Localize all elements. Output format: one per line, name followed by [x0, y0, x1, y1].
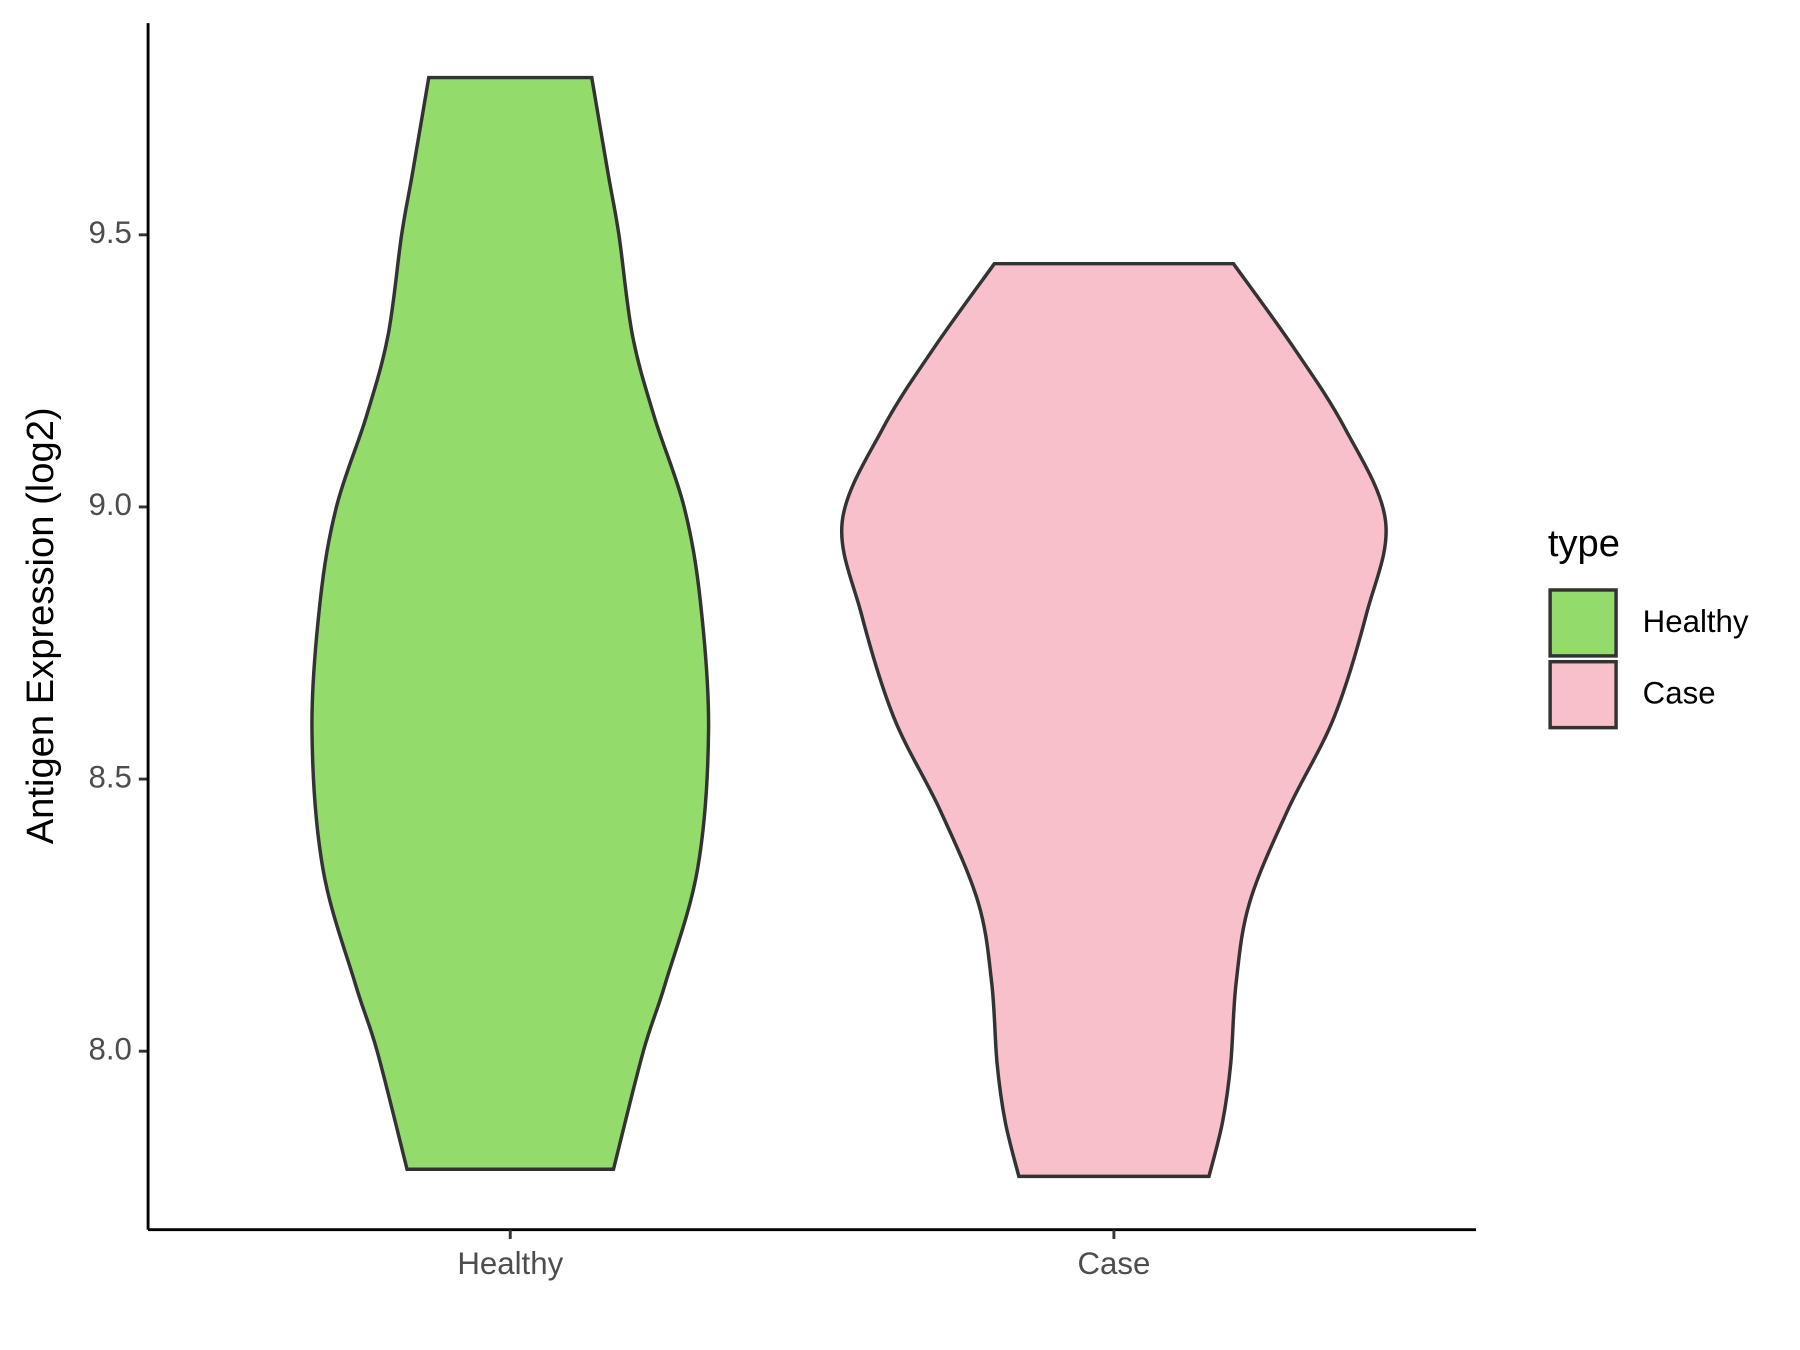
y-tick-label: 8.0: [88, 1031, 131, 1066]
legend-label: Case: [1643, 675, 1716, 710]
violin: [839, 261, 1388, 1179]
legend-label: Healthy: [1643, 604, 1749, 639]
y-tick-label: 8.5: [88, 759, 131, 794]
violin: [310, 75, 711, 1172]
x-tick-label: Case: [1077, 1246, 1150, 1281]
legend-title: type: [1548, 522, 1620, 565]
legend-key: [1548, 588, 1618, 658]
x-tick-label: Healthy: [457, 1246, 563, 1281]
y-tick-label: 9.0: [88, 487, 131, 522]
y-axis-title: Antigen Expression (log2): [19, 407, 62, 844]
y-tick-label: 9.5: [88, 215, 131, 250]
legend-key: [1548, 659, 1618, 730]
